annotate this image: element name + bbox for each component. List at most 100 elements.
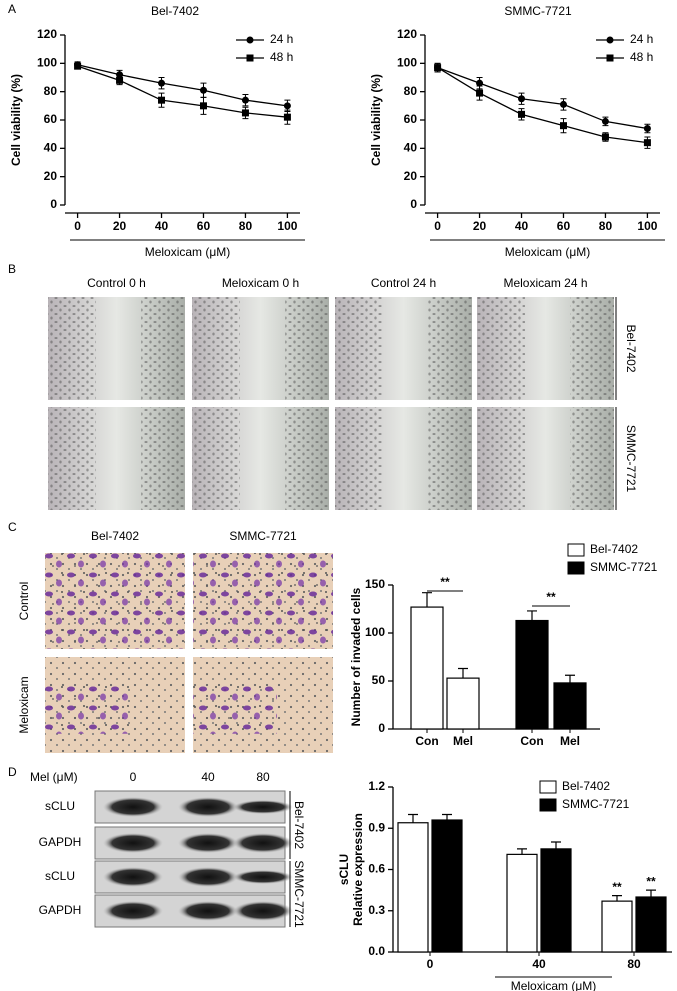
- error-bar: [551, 841, 561, 849]
- marker: [518, 95, 526, 103]
- y-tick-label: 120: [37, 27, 57, 41]
- marker: [518, 110, 526, 118]
- error-bar: [422, 592, 432, 608]
- legend-label: Bel-7402: [562, 779, 610, 793]
- error-bar: [517, 848, 527, 855]
- legend-label: 24 h: [630, 32, 653, 46]
- error-bar: [646, 889, 656, 897]
- legend-label: 24 h: [270, 32, 293, 46]
- band-label: sCLU: [45, 869, 75, 883]
- y-tick-label: 150: [365, 577, 385, 591]
- y-tick-label: 80: [44, 84, 58, 98]
- panel-label: B: [8, 262, 16, 276]
- x-tick-label: 100: [277, 219, 297, 233]
- line: [437, 67, 648, 144]
- legend-swatch: [539, 798, 557, 812]
- y-tick-label: 50: [372, 673, 386, 687]
- column-label: Meloxicam 24 h: [503, 276, 587, 290]
- micrograph-cells: [285, 297, 329, 400]
- blot-band: [103, 797, 163, 817]
- blot-band: [178, 901, 238, 921]
- micrograph-cells: [477, 407, 525, 510]
- bar: [601, 900, 633, 953]
- dose: 0: [130, 770, 137, 784]
- y-axis-label: Relative expression: [351, 813, 365, 926]
- legend-label: SMMC-7721: [590, 560, 658, 574]
- panel-label: C: [8, 520, 17, 534]
- legend-label: Bel-7402: [590, 542, 638, 556]
- bar: [635, 896, 667, 953]
- x-tick-label: Con: [415, 734, 438, 748]
- marker: [241, 109, 249, 117]
- legend-marker: [246, 54, 254, 62]
- x-tick-label: 20: [113, 219, 127, 233]
- marker: [559, 100, 567, 108]
- line: [77, 64, 288, 107]
- y-tick-label: 0: [378, 721, 385, 735]
- x-tick-label: 80: [627, 957, 641, 971]
- marker: [434, 64, 442, 72]
- marker: [601, 133, 609, 141]
- micrograph-cells: [335, 407, 383, 510]
- y-tick-label: 0.3: [368, 903, 385, 917]
- marker: [199, 86, 207, 94]
- y-axis-label: sCLU: [337, 854, 351, 885]
- micrograph-cells: [48, 407, 96, 510]
- marker: [158, 79, 166, 87]
- dose: 40: [201, 770, 215, 784]
- legend-label: 48 h: [630, 50, 653, 64]
- micrograph-cells: [570, 297, 614, 400]
- y-tick-label: 20: [44, 169, 58, 183]
- blot-band: [178, 833, 238, 853]
- x-tick-label: Con: [520, 734, 543, 748]
- column-label: Meloxicam 0 h: [222, 276, 299, 290]
- x-tick-label: 20: [473, 219, 487, 233]
- row-label: Control: [17, 582, 31, 621]
- y-tick-label: 100: [365, 625, 385, 639]
- x-axis-label: Meloxicam (μM): [511, 979, 597, 991]
- legend-marker: [246, 36, 254, 44]
- micrograph-cells: [428, 407, 472, 510]
- cell-label: SMMC-7721: [292, 860, 306, 928]
- panel-label: A: [8, 2, 16, 16]
- bar: [553, 682, 587, 730]
- x-tick-label: 80: [239, 219, 253, 233]
- micrograph-cells: [285, 407, 329, 510]
- marker: [476, 89, 484, 97]
- y-tick-label: 100: [397, 56, 417, 70]
- y-tick-label: 120: [397, 27, 417, 41]
- x-tick-label: 40: [532, 957, 546, 971]
- error-bar: [442, 813, 452, 820]
- error-bar: [527, 610, 537, 621]
- blot-band: [233, 800, 293, 814]
- marker: [559, 122, 567, 130]
- micrograph-cells: [192, 407, 240, 510]
- y-tick-label: 0.9: [368, 820, 385, 834]
- bar: [397, 822, 429, 953]
- column-label: Bel-7402: [91, 529, 139, 543]
- annotation: **: [440, 575, 450, 589]
- legend-marker: [606, 54, 614, 62]
- y-tick-label: 60: [44, 112, 58, 126]
- x-tick-label: Mel: [453, 734, 473, 748]
- bar: [446, 677, 480, 730]
- y-tick-label: 100: [37, 56, 57, 70]
- x-axis-label: Meloxicam (μM): [505, 245, 591, 259]
- blot-band: [178, 867, 238, 887]
- y-tick-label: 60: [404, 112, 418, 126]
- legend-swatch: [567, 561, 585, 575]
- y-tick-label: 0.6: [368, 862, 385, 876]
- x-tick-label: 0: [74, 219, 81, 233]
- error-bar: [458, 667, 468, 679]
- y-tick-label: 1.2: [368, 779, 385, 793]
- micrograph-cells: [48, 297, 96, 400]
- marker: [283, 102, 291, 110]
- dose: 80: [256, 770, 270, 784]
- line: [437, 66, 648, 130]
- x-tick-label: 60: [557, 219, 571, 233]
- blot-band: [233, 833, 293, 853]
- y-tick-label: 0.0: [368, 944, 385, 958]
- annotation: **: [546, 590, 556, 604]
- annotation: **: [612, 880, 622, 894]
- micrograph-cells: [141, 407, 185, 510]
